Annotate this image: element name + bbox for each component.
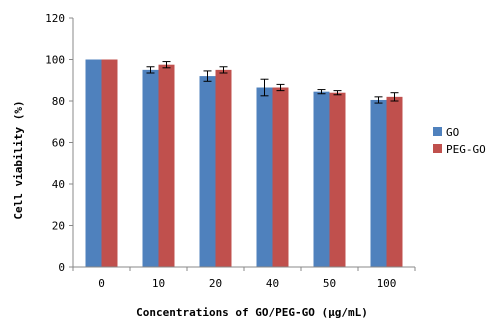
y-axis-title: Cell viability (%) — [12, 100, 25, 219]
legend-swatch-go — [433, 127, 442, 136]
x-tick-label: 10 — [152, 277, 165, 290]
bar-peg-go-50 — [329, 92, 346, 267]
bar-peg-go-40 — [272, 87, 289, 267]
y-tick-label: 80 — [52, 95, 65, 108]
y-tick-label: 20 — [52, 220, 65, 233]
y-tick-label: 40 — [52, 178, 65, 191]
x-ticks: 0 10 20 40 50 100 — [72, 267, 416, 290]
y-tick-label: 120 — [45, 12, 65, 25]
bar-go-0 — [85, 59, 102, 267]
bar-peg-go-0 — [101, 59, 118, 267]
legend-label: GO — [446, 126, 459, 139]
bar-peg-go-100 — [386, 96, 403, 267]
bar-go-20 — [199, 76, 216, 267]
x-tick-label: 40 — [266, 277, 279, 290]
axes — [72, 18, 415, 268]
legend-swatch-peg-go — [433, 144, 442, 153]
y-tick-label: 0 — [58, 261, 65, 274]
bar-go-10 — [142, 69, 159, 267]
x-tick-label: 20 — [209, 277, 222, 290]
y-tick-label: 60 — [52, 137, 65, 150]
x-axis-title: Concentrations of GO/PEG-GO (μg/mL) — [136, 306, 368, 319]
y-ticks: 0 20 40 60 80 100 120 — [45, 12, 73, 274]
bar-go-40 — [256, 87, 273, 267]
bar-peg-go-10 — [158, 64, 175, 267]
x-tick-label: 0 — [98, 277, 105, 290]
bar-go-50 — [313, 91, 330, 267]
plot-area — [85, 59, 403, 268]
legend-label: PEG-GO — [446, 143, 486, 156]
legend: GO PEG-GO — [433, 126, 486, 156]
bar-go-100 — [370, 99, 387, 268]
y-tick-label: 100 — [45, 54, 65, 67]
bar-peg-go-20 — [215, 69, 232, 267]
x-tick-label: 50 — [323, 277, 336, 290]
x-tick-label: 100 — [377, 277, 397, 290]
